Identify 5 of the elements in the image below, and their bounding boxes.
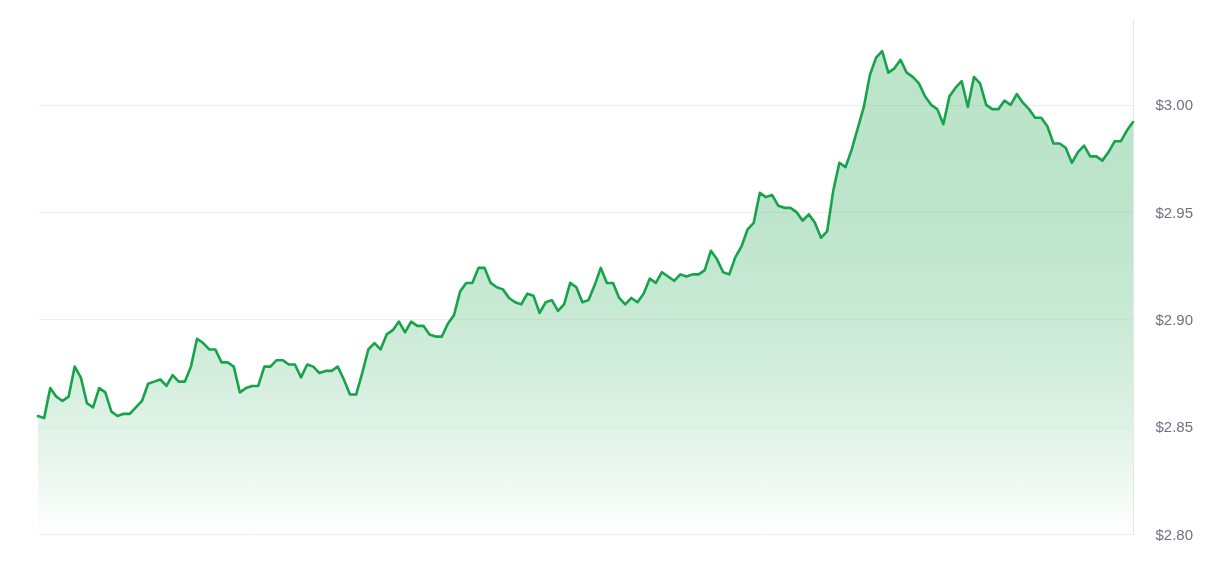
y-tick-label: $2.85 <box>1155 418 1194 436</box>
y-tick-label: $2.80 <box>1155 525 1194 543</box>
y-tick-label: $2.95 <box>1155 203 1194 221</box>
y-tick-label: $2.90 <box>1155 310 1194 328</box>
y-tick-label: $3.00 <box>1155 96 1194 114</box>
